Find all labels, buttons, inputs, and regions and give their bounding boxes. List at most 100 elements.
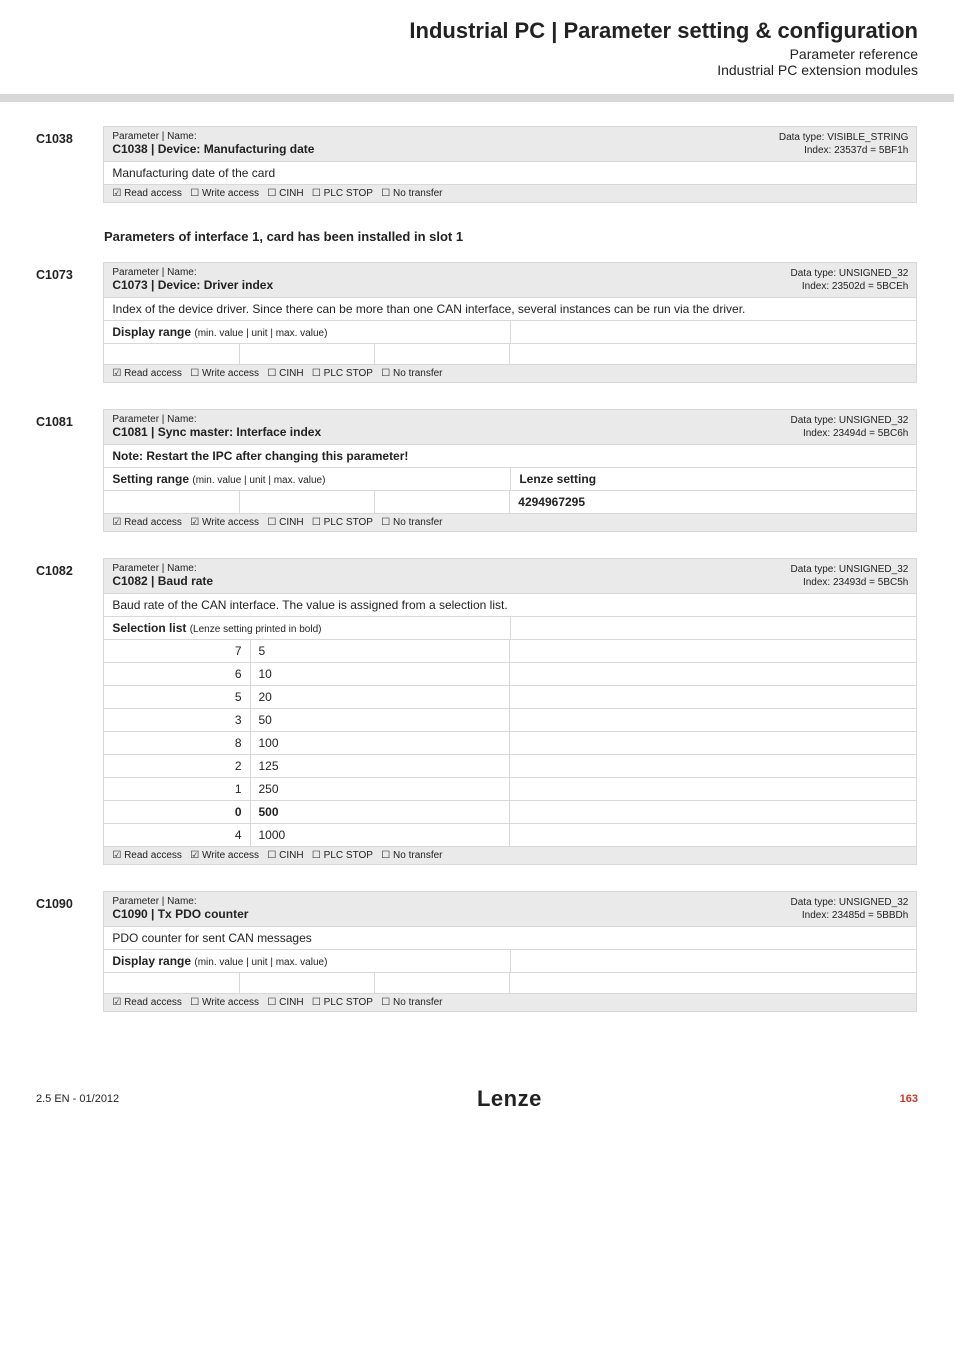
selection-value: 50 xyxy=(251,709,511,731)
param-c1073: C1073 Parameter | Name: C1073 | Device: … xyxy=(36,262,918,383)
param-description: Manufacturing date of the card xyxy=(103,162,917,185)
display-range-row: Display range (min. value | unit | max. … xyxy=(103,950,917,973)
selection-key: 7 xyxy=(104,640,250,662)
selection-row: 1250 xyxy=(104,778,916,801)
setting-range-label: Setting range xyxy=(112,472,189,486)
selection-spare xyxy=(510,732,916,754)
page-subtitle-2: Industrial PC extension modules xyxy=(36,62,918,78)
param-description: Index of the device driver. Since there … xyxy=(103,298,917,321)
header-divider xyxy=(0,94,954,102)
param-header-row: Parameter | Name: C1038 | Device: Manufa… xyxy=(103,126,917,162)
selection-row: 520 xyxy=(104,686,916,709)
page-number: 163 xyxy=(900,1093,918,1105)
param-header-row: Parameter | Name: C1073 | Device: Driver… xyxy=(103,262,917,298)
selection-spare xyxy=(510,709,916,731)
range-cells: 4294967295 xyxy=(103,491,917,514)
param-title: C1038 | Device: Manufacturing date xyxy=(112,142,314,156)
selection-key: 8 xyxy=(104,732,250,754)
page-title: Industrial PC | Parameter setting & conf… xyxy=(36,18,918,44)
lenze-setting-label: Lenze setting xyxy=(510,468,916,490)
param-title: C1082 | Baud rate xyxy=(112,574,213,588)
access-flags: ☑ Read access ☐ Write access ☐ CINH ☐ PL… xyxy=(103,185,917,203)
param-c1038: C1038 Parameter | Name: C1038 | Device: … xyxy=(36,126,918,203)
data-type: Data type: UNSIGNED_32 xyxy=(791,267,909,280)
param-header-row: Parameter | Name: C1082 | Baud rate Data… xyxy=(103,558,917,594)
param-code: C1090 xyxy=(36,891,100,911)
selection-row: 41000 xyxy=(104,824,916,847)
range-cells xyxy=(103,973,917,994)
display-range-value xyxy=(510,321,916,343)
page-subtitle-1: Parameter reference xyxy=(36,46,918,62)
param-title: C1090 | Tx PDO counter xyxy=(112,907,248,921)
selection-spare xyxy=(510,778,916,800)
selection-spare xyxy=(510,663,916,685)
selection-key: 3 xyxy=(104,709,250,731)
data-type: Data type: VISIBLE_STRING xyxy=(779,131,909,144)
selection-value: 100 xyxy=(251,732,511,754)
param-name-label: Parameter | Name: xyxy=(112,563,213,574)
selection-value: 250 xyxy=(251,778,511,800)
index-value: Index: 23502d = 5BCEh xyxy=(791,280,909,293)
footer-version: 2.5 EN - 01/2012 xyxy=(36,1093,119,1105)
param-name-label: Parameter | Name: xyxy=(112,896,248,907)
selection-key: 5 xyxy=(104,686,250,708)
setting-range-row: Setting range (min. value | unit | max. … xyxy=(103,468,917,491)
param-name-label: Parameter | Name: xyxy=(112,414,321,425)
selection-spare xyxy=(510,801,916,823)
selection-row: 610 xyxy=(104,663,916,686)
range-hint: (min. value | unit | max. value) xyxy=(194,957,327,968)
data-type: Data type: UNSIGNED_32 xyxy=(791,414,909,427)
data-type: Data type: UNSIGNED_32 xyxy=(791,563,909,576)
lenze-value: 4294967295 xyxy=(510,491,916,513)
selection-table: Selection list (Lenze setting printed in… xyxy=(103,617,917,847)
selection-spare xyxy=(510,686,916,708)
selection-key: 6 xyxy=(104,663,250,685)
selection-row: 75 xyxy=(104,640,916,663)
selection-spare xyxy=(510,824,916,846)
selection-key: 1 xyxy=(104,778,250,800)
param-c1082: C1082 Parameter | Name: C1082 | Baud rat… xyxy=(36,558,918,865)
param-description: PDO counter for sent CAN messages xyxy=(103,927,917,950)
selection-key: 0 xyxy=(104,801,250,823)
range-cells xyxy=(103,344,917,365)
param-c1090: C1090 Parameter | Name: C1090 | Tx PDO c… xyxy=(36,891,918,1012)
param-title: C1073 | Device: Driver index xyxy=(112,278,273,292)
display-range-value xyxy=(510,950,916,972)
access-flags: ☑ Read access ☑ Write access ☐ CINH ☐ PL… xyxy=(103,847,917,865)
selection-list-label: Selection list xyxy=(112,621,186,635)
selection-hint: (Lenze setting printed in bold) xyxy=(190,624,322,635)
selection-value: 1000 xyxy=(251,824,511,846)
selection-row: 2125 xyxy=(104,755,916,778)
param-description: Baud rate of the CAN interface. The valu… xyxy=(103,594,917,617)
data-type: Data type: UNSIGNED_32 xyxy=(791,896,909,909)
range-hint: (min. value | unit | max. value) xyxy=(192,475,325,486)
section-subheading: Parameters of interface 1, card has been… xyxy=(104,229,918,244)
param-name-label: Parameter | Name: xyxy=(112,267,273,278)
index-value: Index: 23493d = 5BC5h xyxy=(791,576,909,589)
index-value: Index: 23485d = 5BBDh xyxy=(791,909,909,922)
param-header-row: Parameter | Name: C1090 | Tx PDO counter… xyxy=(103,891,917,927)
range-hint: (min. value | unit | max. value) xyxy=(194,328,327,339)
selection-row: 8100 xyxy=(104,732,916,755)
access-flags: ☑ Read access ☐ Write access ☐ CINH ☐ PL… xyxy=(103,994,917,1012)
param-name-label: Parameter | Name: xyxy=(112,131,314,142)
lenze-logo: Lenze xyxy=(477,1086,542,1112)
param-code: C1073 xyxy=(36,262,100,282)
selection-value: 125 xyxy=(251,755,511,777)
display-range-label: Display range xyxy=(112,325,191,339)
selection-spare xyxy=(510,755,916,777)
content-area: C1038 Parameter | Name: C1038 | Device: … xyxy=(0,126,954,1078)
selection-value: 10 xyxy=(251,663,511,685)
selection-spare xyxy=(510,640,916,662)
index-value: Index: 23494d = 5BC6h xyxy=(791,427,909,440)
display-range-label: Display range xyxy=(112,954,191,968)
display-range-row: Display range (min. value | unit | max. … xyxy=(103,321,917,344)
param-code: C1038 xyxy=(36,126,100,146)
param-title: C1081 | Sync master: Interface index xyxy=(112,425,321,439)
access-flags: ☑ Read access ☑ Write access ☐ CINH ☐ PL… xyxy=(103,514,917,532)
selection-value: 5 xyxy=(251,640,511,662)
param-c1081: C1081 Parameter | Name: C1081 | Sync mas… xyxy=(36,409,918,532)
selection-row: 350 xyxy=(104,709,916,732)
param-header-row: Parameter | Name: C1081 | Sync master: I… xyxy=(103,409,917,445)
param-code: C1082 xyxy=(36,558,100,578)
